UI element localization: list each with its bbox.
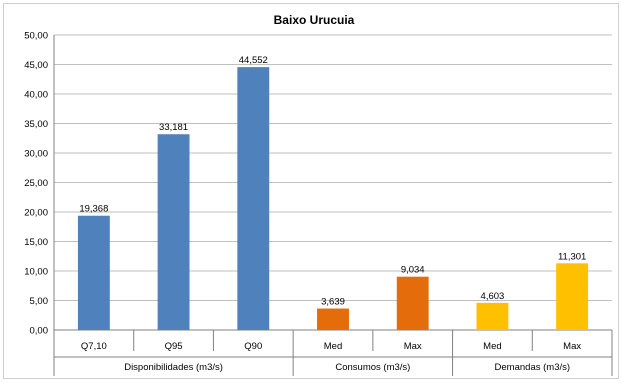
category-labels: Q7,10 Q95 Q90 Disponibilidades (m3/s) Med Max… [81, 341, 581, 373]
y-tick-label: 50,00 [24, 31, 48, 42]
data-label: 33,181 [159, 122, 188, 133]
data-label: 3,639 [321, 297, 345, 308]
group-label: Demandas (m3/s) [495, 362, 571, 373]
category-label: Med [324, 341, 342, 352]
y-tick-label: 30,00 [24, 149, 48, 160]
y-tick-label: 25,00 [24, 178, 48, 189]
bar [317, 308, 349, 330]
category-label: Med [483, 341, 501, 352]
category-label: Q7,10 [81, 341, 107, 352]
category-label: Q90 [244, 341, 262, 352]
bar [237, 67, 270, 331]
y-tick-label: 40,00 [24, 90, 48, 101]
data-label: 4,603 [481, 291, 505, 302]
category-label: Max [563, 341, 581, 352]
category-label: Max [404, 341, 422, 352]
data-label: 19,368 [79, 204, 108, 215]
y-tick-label: 45,00 [24, 60, 48, 71]
chart-title: Baixo Urucuia [274, 13, 355, 27]
bar [396, 276, 429, 330]
y-tick-label: 5,00 [30, 296, 49, 307]
data-label: 11,301 [558, 251, 586, 262]
y-tick-label: 0,00 [30, 326, 49, 337]
category-label: Q95 [165, 341, 183, 352]
group-label: Consumos (m3/s) [335, 362, 410, 373]
gridlines [54, 34, 612, 331]
y-tick-label: 35,00 [24, 119, 48, 130]
bar [157, 134, 190, 330]
group-label: Disponibilidades (m3/s) [124, 362, 223, 373]
axes: 0,00 5,00 10,00 15,00 20,00 25,00 30,00 35,00 40… [24, 31, 613, 376]
data-label: 9,034 [401, 265, 425, 276]
data-labels: 19,368 33,181 44,552 3,639 9,034 4,603 11,301 [79, 55, 586, 307]
y-tick-label: 10,00 [24, 267, 48, 278]
bar [476, 302, 509, 330]
bar [77, 215, 110, 330]
bar [556, 263, 589, 330]
data-label: 44,552 [239, 55, 268, 66]
y-tick-label: 15,00 [24, 237, 48, 248]
bars [77, 67, 589, 331]
y-tick-label: 20,00 [24, 208, 48, 219]
